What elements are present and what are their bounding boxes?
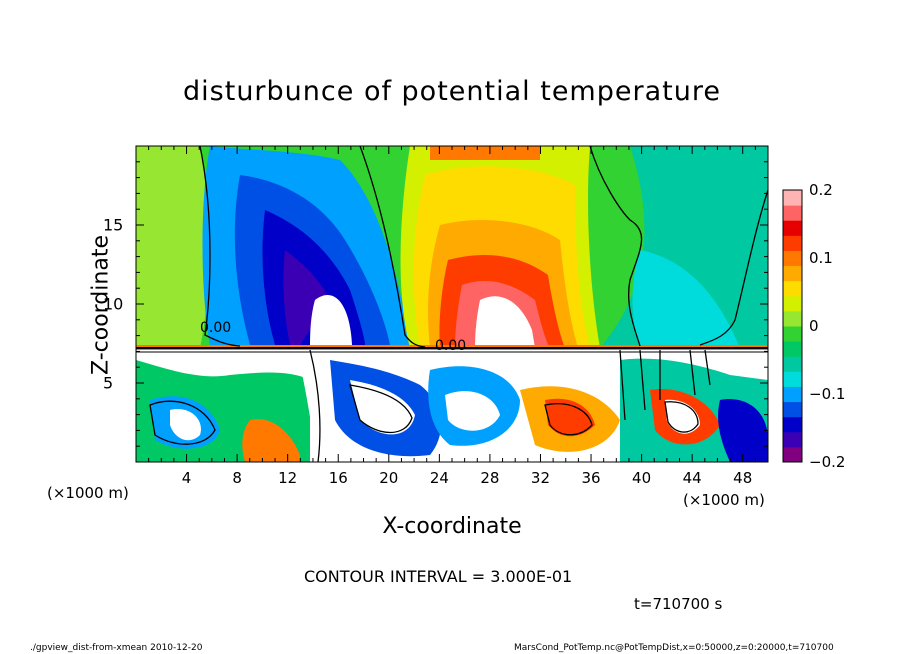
contour-line: [589, 146, 643, 347]
x-tick-label: 28: [480, 469, 500, 487]
x-tick-label: 40: [632, 469, 652, 487]
colorbar-swatch: [783, 280, 802, 297]
field-lower-orange-b: [242, 419, 300, 462]
colorbar-swatch: [783, 190, 802, 206]
x-tick-label: 16: [328, 469, 348, 487]
colorbar-tick-label: 0.2: [809, 181, 833, 199]
footer-right: MarsCond_PotTemp.nc@PotTempDist,x=0:5000…: [514, 643, 834, 653]
contour-line: [309, 349, 321, 462]
field-cyan-patch: [632, 250, 740, 348]
y-tick-label: 15: [103, 215, 124, 235]
field-lower-white-c: [445, 391, 500, 431]
colorbar-frame: [782, 189, 803, 463]
contour-line: [349, 384, 413, 433]
contour-value-label: 0.00: [200, 320, 231, 336]
chart-title: disturbunce of potential temperature: [183, 76, 721, 107]
field-orange-top: [430, 146, 540, 160]
colorbar-swatch: [783, 386, 802, 403]
colorbar-swatch: [783, 310, 802, 327]
field-lower-plume: [296, 350, 330, 462]
x-tick-label: 12: [278, 469, 298, 487]
field-lower-blue-d: [718, 399, 768, 462]
heatmap-field: [136, 146, 768, 462]
colorbar-swatch: [783, 326, 802, 342]
x-tick-label: 24: [429, 469, 449, 487]
contour-line: [544, 403, 593, 436]
colorbar-swatch: [783, 220, 802, 236]
contour-lines: [136, 146, 768, 462]
x-tick-label: 20: [379, 469, 399, 487]
colorbar-swatch: [783, 265, 802, 282]
contour-line: [359, 146, 426, 348]
colorbar-tick-label: 0.1: [809, 249, 833, 267]
contour-line: [199, 146, 241, 347]
y-tick-label: 5: [103, 373, 114, 393]
contour-line: [619, 349, 711, 421]
colorbar-swatch: [783, 356, 802, 372]
x-unit-label-right: (×1000 m): [683, 491, 765, 509]
contour-value-label: 0.00: [435, 338, 466, 354]
y-tick-label: 10: [103, 294, 124, 314]
field-lower-white-a: [170, 409, 201, 441]
x-tick-label: 8: [232, 469, 242, 487]
footer-left: ./gpview_dist-from-xmean 2010-12-20: [30, 643, 203, 653]
field-white-left: [310, 295, 352, 345]
contour-line: [664, 401, 699, 433]
x-axis-label: X-coordinate: [382, 514, 522, 539]
contour-line: [699, 189, 768, 346]
contour-line: [149, 400, 216, 445]
colorbar-swatch: [783, 341, 802, 357]
colorbar-swatch: [783, 250, 802, 267]
colorbar-tick-label: −0.2: [809, 453, 846, 471]
time-label: t=710700 s: [634, 595, 723, 613]
colorbar-tick-label: 0: [809, 317, 819, 335]
colorbar-swatch: [783, 205, 802, 221]
colorbar-swatch: [783, 416, 802, 433]
field-green-left: [136, 146, 210, 348]
colorbar: [783, 190, 802, 463]
x-tick-label: 36: [581, 469, 601, 487]
field-lower-red: [545, 398, 595, 437]
x-unit-label-left: (×1000 m): [47, 484, 129, 502]
colorbar-swatch: [783, 431, 802, 448]
colorbar-swatch: [783, 235, 802, 251]
x-tick-label: 32: [530, 469, 551, 487]
colorbar-tick-label: −0.1: [809, 385, 846, 403]
field-blue-core: [283, 250, 330, 345]
field-white-right: [475, 296, 535, 348]
colorbar-swatch: [783, 295, 802, 312]
x-tick-marks: [148, 146, 756, 462]
colorbar-swatch: [783, 371, 802, 387]
x-tick-label: 48: [733, 469, 753, 487]
field-lower-white-b: [350, 380, 415, 435]
colorbar-swatch: [783, 446, 802, 463]
colorbar-swatch: [783, 401, 802, 418]
x-tick-label: 4: [181, 469, 192, 487]
y-tick-marks: [136, 161, 768, 447]
x-tick-label: 44: [682, 469, 702, 487]
contour-interval-label: CONTOUR INTERVAL = 3.000E-01: [304, 567, 573, 586]
